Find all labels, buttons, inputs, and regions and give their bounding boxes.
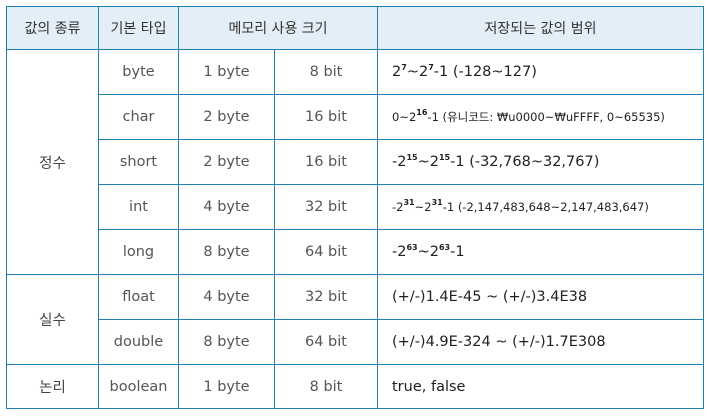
bits-cell: 8 bit <box>274 49 378 95</box>
range-cell: 0~216-1 (유니코드: ₩u0000~₩uFFFF, 0~65535) <box>377 94 704 140</box>
bits-cell: 16 bit <box>274 139 378 185</box>
range-cell: (+/-)1.4E-45 ~ (+/-)3.4E38 <box>377 274 704 320</box>
type-cell: short <box>98 139 179 185</box>
bits-cell: 32 bit <box>274 184 378 230</box>
bits-cell: 8 bit <box>274 364 378 409</box>
table-row: long 8 byte 64 bit -263~263-1 <box>7 229 704 275</box>
type-cell: float <box>98 274 179 320</box>
table-row: char 2 byte 16 bit 0~216-1 (유니코드: ₩u0000… <box>7 94 704 140</box>
header-memory: 메모리 사용 크기 <box>178 6 378 50</box>
type-cell: boolean <box>98 364 179 409</box>
range-cell: -231~231-1 (-2,147,483,648~2,147,483,647… <box>377 184 704 230</box>
range-cell: (+/-)4.9E-324 ~ (+/-)1.7E308 <box>377 319 704 365</box>
bytes-cell: 4 byte <box>178 184 275 230</box>
primitive-types-table: 값의 종류 기본 타입 메모리 사용 크기 저장되는 값의 범위 정수 byte… <box>6 6 704 409</box>
bytes-cell: 4 byte <box>178 274 275 320</box>
category-real: 실수 <box>6 274 99 365</box>
table-row: 정수 byte 1 byte 8 bit 27~27-1 (-128~127) <box>6 49 704 275</box>
category-logical: 논리 <box>6 364 99 409</box>
table-row: double 8 byte 64 bit (+/-)4.9E-324 ~ (+/… <box>7 319 704 365</box>
bytes-cell: 8 byte <box>178 319 275 365</box>
range-cell: true, false <box>377 364 704 409</box>
type-cell: double <box>98 319 179 365</box>
bytes-cell: 8 byte <box>178 229 275 275</box>
table-row: 논리 boolean 1 byte 8 bit true, false <box>6 364 704 409</box>
table-row: short 2 byte 16 bit -215~215-1 (-32,768~… <box>7 139 704 185</box>
range-cell: -215~215-1 (-32,768~32,767) <box>377 139 704 185</box>
bytes-cell: 2 byte <box>178 94 275 140</box>
category-integer: 정수 <box>6 49 99 275</box>
type-cell: int <box>98 184 179 230</box>
bits-cell: 16 bit <box>274 94 378 140</box>
bits-cell: 64 bit <box>274 319 378 365</box>
bytes-cell: 2 byte <box>178 139 275 185</box>
table-row: int 4 byte 32 bit -231~231-1 (-2,147,483… <box>7 184 704 230</box>
header-row: 값의 종류 기본 타입 메모리 사용 크기 저장되는 값의 범위 <box>6 6 704 50</box>
type-cell: char <box>98 94 179 140</box>
header-category: 값의 종류 <box>6 6 99 50</box>
table-row: 실수 float 4 byte 32 bit (+/-)1.4E-45 ~ (+… <box>6 274 704 365</box>
bytes-cell: 1 byte <box>178 49 275 95</box>
bits-cell: 64 bit <box>274 229 378 275</box>
range-cell: 27~27-1 (-128~127) <box>377 49 704 95</box>
type-cell: long <box>98 229 179 275</box>
range-cell: -263~263-1 <box>377 229 704 275</box>
type-cell: byte <box>98 49 179 95</box>
header-range: 저장되는 값의 범위 <box>377 6 704 50</box>
bits-cell: 32 bit <box>274 274 378 320</box>
bytes-cell: 1 byte <box>178 364 275 409</box>
header-type: 기본 타입 <box>98 6 179 50</box>
